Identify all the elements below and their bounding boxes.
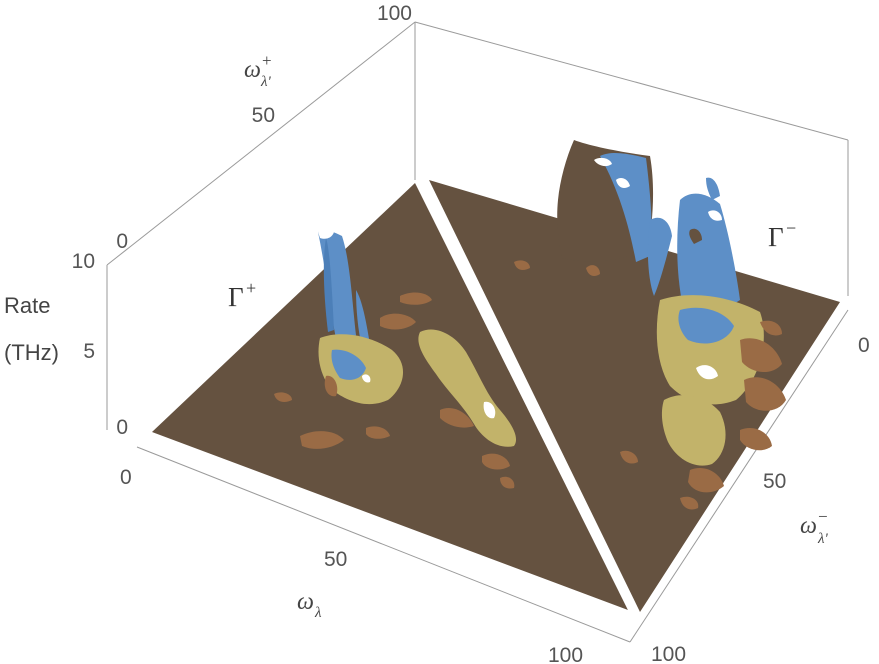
gamma-minus-mid-lower (661, 395, 726, 466)
gamma-minus-low-8 (680, 496, 699, 510)
panel-labels: Γ + Γ − (228, 218, 796, 312)
gamma-plus-low-1 (380, 313, 416, 330)
bounding-box (106, 21, 849, 643)
z-tick-0: 0 (116, 416, 128, 439)
x-tick-0: 0 (120, 466, 132, 489)
y-plus-axis: 0 50 100 ω + λ' (116, 2, 412, 253)
y-minus-axis-superscript: − (818, 507, 828, 526)
z-axis: 10 5 0 Rate (THz) (4, 250, 128, 439)
gamma-minus-peak-blue-2 (677, 193, 740, 308)
box-edge-front-x (136, 446, 631, 643)
gamma-minus-features (514, 140, 786, 510)
gamma-plus-mid-white (362, 374, 371, 383)
box-edge-back-top (414, 21, 849, 141)
gamma-plus-low-5 (482, 453, 510, 470)
y-minus-axis-subscript: λ' (817, 531, 828, 547)
gamma-minus-peak-white-1 (594, 157, 612, 167)
gamma-minus-peak-white-2 (616, 178, 630, 188)
x-axis-subscript: λ (314, 605, 322, 621)
y-minus-tick-50: 50 (763, 470, 786, 493)
y-plus-axis-symbol: ω (244, 57, 261, 83)
y-minus-tick-100: 100 (651, 643, 686, 664)
y-minus-axis: 0 50 100 ω − λ' (651, 334, 870, 664)
gamma-plus-low-6 (324, 375, 338, 397)
z-tick-10: 10 (72, 250, 95, 273)
gamma-plus-features (274, 228, 517, 489)
x-axis: 0 50 100 ω λ (120, 466, 583, 664)
gamma-minus-low-6 (620, 450, 638, 464)
gamma-minus-peak-blue-4 (647, 217, 672, 296)
triangle-divider (417, 179, 639, 614)
y-plus-axis-superscript: + (262, 51, 272, 70)
gamma-plus-low-9 (274, 392, 292, 402)
x-tick-50: 50 (324, 548, 347, 571)
gamma-minus-low-1 (740, 338, 782, 373)
gamma-plus-low-2 (400, 292, 432, 305)
gamma-minus-mid-white (696, 365, 718, 380)
y-plus-axis-subscript: λ' (260, 74, 271, 90)
y-minus-tick-0: 0 (858, 334, 870, 357)
gamma-minus-low-9 (586, 265, 600, 276)
y-plus-tick-0: 0 (116, 230, 128, 253)
gamma-plus-label: Γ (228, 282, 244, 312)
gamma-plus-low-7 (440, 407, 474, 428)
gamma-plus-peak-shade (323, 238, 334, 332)
gamma-minus-peak-white-3 (708, 210, 722, 221)
gamma-minus-low-2 (744, 377, 786, 411)
y-plus-tick-50: 50 (252, 104, 275, 127)
gamma-plus-ridge-white (483, 401, 496, 419)
gamma-plus-peak-top (318, 228, 334, 239)
gamma-plus-mid-blue (331, 349, 366, 380)
gamma-plus-peak-side (356, 290, 370, 348)
gamma-minus-low-5 (760, 320, 782, 336)
gamma-plus-low-8 (500, 476, 515, 489)
gamma-plus-low-4 (366, 426, 390, 439)
z-axis-label-line1: Rate (4, 293, 50, 318)
gamma-minus-peak-blue-1 (600, 152, 652, 262)
z-axis-label-line2: (THz) (4, 340, 59, 365)
gamma-minus-low-4 (740, 427, 772, 451)
y-minus-axis-symbol: ω (800, 513, 817, 539)
gamma-minus-peak-shadow (689, 228, 702, 244)
x-axis-symbol: ω (297, 589, 314, 615)
gamma-minus-low-3 (688, 467, 724, 493)
x-tick-100: 100 (548, 644, 583, 664)
gamma-minus-superscript: − (786, 218, 796, 238)
gamma-minus-peak-blue-3 (706, 177, 720, 200)
gamma-plus-superscript: + (246, 278, 256, 298)
box-edge-back-left-top (106, 21, 416, 266)
box-edge-front-y (629, 309, 849, 643)
gamma-minus-label: Γ (768, 222, 784, 252)
gamma-minus-low-7 (514, 260, 530, 270)
gamma-minus-mid-blue (678, 307, 734, 344)
z-tick-5: 5 (83, 340, 95, 363)
y-plus-tick-100: 100 (377, 2, 412, 25)
gamma-plus-low-3 (300, 431, 344, 449)
